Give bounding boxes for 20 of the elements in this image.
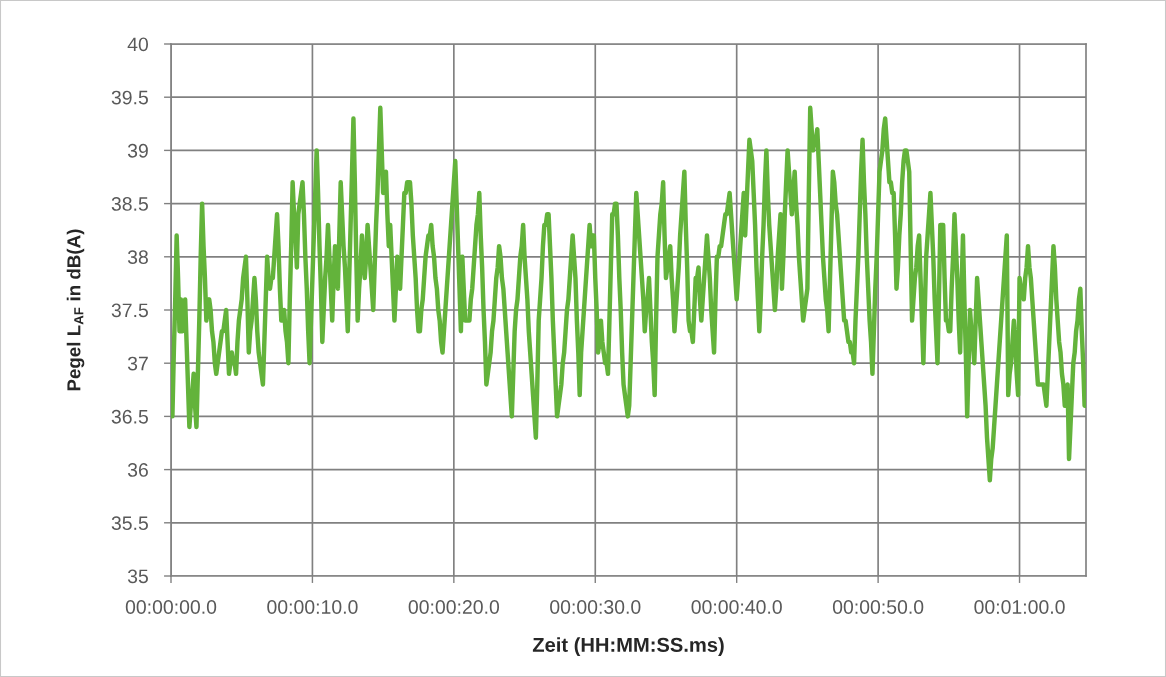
x-tick-label: 00:00:40.0 <box>691 600 782 614</box>
y-tick-label: 35.5 <box>111 516 148 531</box>
y-tick-label: 39 <box>127 143 148 158</box>
y-tick-label: 38.5 <box>111 197 148 211</box>
y-tick-label: 35 <box>127 569 148 584</box>
x-tick-label: 00:00:20.0 <box>408 600 500 614</box>
y-axis-title: Pegel L$_{AF}$ in dB(A) <box>66 229 85 391</box>
x-tick-label: 00:01:00.0 <box>974 600 1065 614</box>
x-axis-title: Zeit (HH:MM:SS.ms) <box>532 637 724 656</box>
y-tick-label: 38 <box>127 250 148 265</box>
x-tick-label: 00:00:30.0 <box>550 600 641 614</box>
x-tick-label: 00:00:00.0 <box>125 600 217 614</box>
y-tick-label: 37 <box>127 356 148 371</box>
y-tick-label: 39.5 <box>111 90 148 105</box>
y-tick-label: 36 <box>127 463 148 477</box>
y-tick-label: 36.5 <box>111 409 148 424</box>
x-tick-label: 00:00:10.0 <box>267 600 358 614</box>
y-tick-label: 40 <box>127 37 149 52</box>
x-tick-label: 00:00:50.0 <box>832 600 924 614</box>
y-tick-label: 37.5 <box>111 303 148 318</box>
